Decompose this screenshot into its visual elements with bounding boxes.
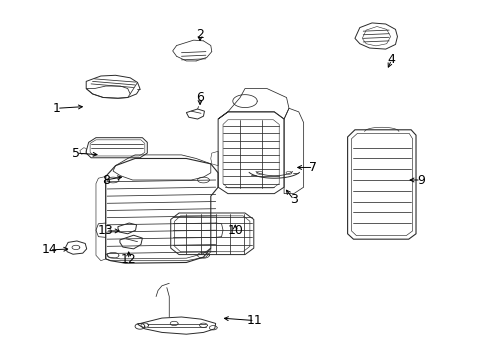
Text: 5: 5: [73, 147, 80, 159]
Text: 13: 13: [98, 224, 114, 238]
Text: 8: 8: [102, 174, 110, 186]
Text: 10: 10: [227, 224, 243, 237]
Text: 4: 4: [388, 53, 395, 66]
Text: 1: 1: [53, 102, 61, 115]
Text: 9: 9: [417, 174, 425, 186]
Text: 3: 3: [290, 193, 298, 206]
Text: 14: 14: [42, 243, 57, 256]
Text: 2: 2: [196, 28, 204, 41]
Text: 11: 11: [247, 314, 263, 327]
Text: 7: 7: [309, 161, 318, 174]
Text: 12: 12: [121, 253, 137, 266]
Text: 6: 6: [196, 91, 204, 104]
